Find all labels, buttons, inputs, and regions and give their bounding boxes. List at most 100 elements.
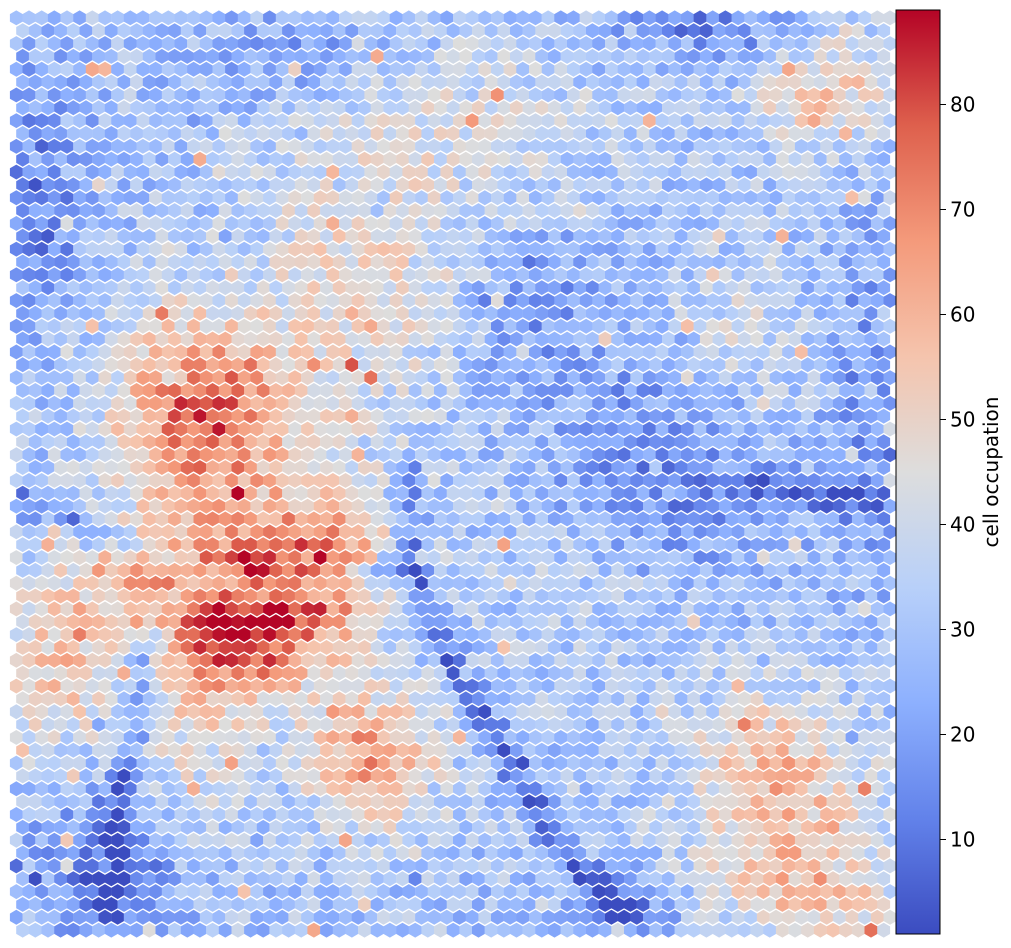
hex-cell <box>377 165 390 180</box>
hex-cell <box>314 550 327 565</box>
hex-cell <box>307 794 320 809</box>
hex-cell <box>808 139 821 154</box>
hex-cell <box>263 216 276 231</box>
hex-cell <box>605 704 618 719</box>
hex-cell <box>263 499 276 514</box>
hex-cell <box>681 216 694 231</box>
hex-cell <box>681 396 694 411</box>
hex-cell <box>801 280 814 295</box>
hex-cell <box>421 640 434 655</box>
hex-cell <box>770 36 783 51</box>
hex-cell <box>700 177 713 192</box>
hex-cell <box>257 691 270 706</box>
hex-cell <box>573 769 586 784</box>
hex-cell <box>763 897 776 912</box>
hex-cell <box>396 460 409 475</box>
hex-cell <box>282 717 295 732</box>
hex-cell <box>105 409 118 424</box>
hex-cell <box>706 113 719 128</box>
hex-cell <box>643 679 656 694</box>
hex-cell <box>700 306 713 321</box>
hex-cell <box>333 332 346 347</box>
hex-cell <box>314 627 327 642</box>
hex-cell <box>447 614 460 629</box>
hex-cell <box>624 666 637 681</box>
hex-cell <box>206 126 219 141</box>
hex-cell <box>105 23 118 38</box>
hex-cell <box>200 10 213 25</box>
hex-cell <box>396 794 409 809</box>
hex-cell <box>371 769 384 784</box>
hex-cell <box>497 871 510 886</box>
hex-cell <box>377 858 390 873</box>
hex-cell <box>409 897 422 912</box>
hex-cell <box>111 190 124 205</box>
hex-cell <box>288 473 301 488</box>
hex-cell <box>67 717 80 732</box>
hex-cell <box>162 10 175 25</box>
hex-cell <box>257 769 270 784</box>
hex-cell <box>225 653 238 668</box>
hex-cell <box>485 486 498 501</box>
hex-cell <box>605 627 618 642</box>
hex-cell <box>345 486 358 501</box>
hex-cell <box>770 396 783 411</box>
hex-cell <box>225 370 238 385</box>
hex-cell <box>713 383 726 398</box>
hex-cell <box>440 627 453 642</box>
hex-cell <box>516 627 529 642</box>
hex-cell <box>453 422 466 437</box>
hex-cell <box>16 23 29 38</box>
hex-cell <box>250 422 263 437</box>
hex-cell <box>599 923 612 938</box>
hex-cell <box>415 756 428 771</box>
hex-cell <box>687 383 700 398</box>
hex-cell <box>105 126 118 141</box>
hex-cell <box>428 730 441 745</box>
hex-cell <box>269 614 282 629</box>
hex-cell <box>137 473 150 488</box>
hex-cell <box>732 858 745 873</box>
hex-cell <box>497 640 510 655</box>
hex-cell <box>35 345 48 360</box>
hex-cell <box>466 910 479 925</box>
hex-cell <box>599 75 612 90</box>
hex-cell <box>510 589 523 604</box>
hex-cell <box>194 589 207 604</box>
hex-cell <box>80 434 93 449</box>
hex-cell <box>719 216 732 231</box>
hex-cell <box>529 884 542 899</box>
hex-cell <box>542 576 555 591</box>
hex-cell <box>504 858 517 873</box>
hex-cell <box>143 769 156 784</box>
hex-cell <box>738 332 751 347</box>
hex-cell <box>250 370 263 385</box>
hex-cell <box>542 858 555 873</box>
hex-cell <box>852 537 865 552</box>
hex-cell <box>586 640 599 655</box>
hex-cell <box>428 396 441 411</box>
hex-cell <box>884 833 897 848</box>
hex-cell <box>415 139 428 154</box>
hex-cell <box>580 756 593 771</box>
hex-cell <box>649 23 662 38</box>
hex-cell <box>263 10 276 25</box>
hex-cell <box>656 576 669 591</box>
hex-cell <box>168 383 181 398</box>
hex-cell <box>599 486 612 501</box>
hex-cell <box>751 486 764 501</box>
hex-cell <box>782 576 795 591</box>
hex-cell <box>156 794 169 809</box>
hex-cell <box>244 409 257 424</box>
hex-cell <box>257 434 270 449</box>
hex-cell <box>238 370 251 385</box>
hex-cell <box>523 846 536 861</box>
hex-cell <box>371 332 384 347</box>
hex-cell <box>396 49 409 64</box>
hex-cell <box>580 576 593 591</box>
hex-cell <box>187 422 200 437</box>
hex-cell <box>763 537 776 552</box>
hex-cell <box>548 306 561 321</box>
hex-cell <box>48 422 61 437</box>
hex-cell <box>175 781 188 796</box>
